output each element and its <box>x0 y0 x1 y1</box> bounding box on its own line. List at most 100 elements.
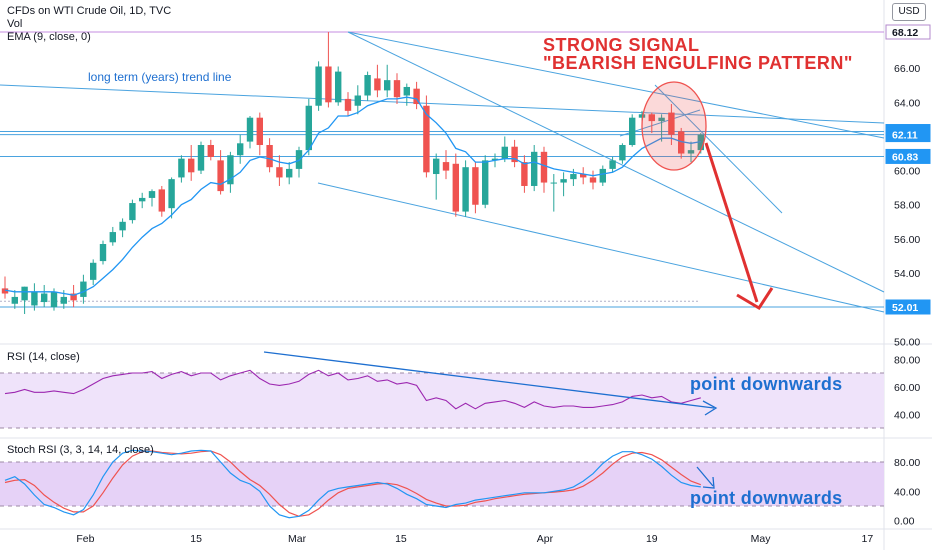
candle-body <box>129 203 136 221</box>
candle-body <box>315 66 322 106</box>
price-level-tag <box>885 299 931 315</box>
candle-body <box>119 221 126 231</box>
candle-body <box>344 98 352 111</box>
candle-body <box>178 158 185 178</box>
price-tick-label: 64.00 <box>894 97 920 109</box>
candle-body <box>413 88 420 105</box>
price-tick-label: 56.00 <box>894 234 920 246</box>
stoch-arrow <box>696 466 714 487</box>
price-tick-label: 66.00 <box>894 63 920 75</box>
candle-body <box>237 143 244 156</box>
rsi-title[interactable]: RSI (14, close) <box>7 351 80 363</box>
symbol-title: CFDs on WTI Crude Oil, 1D, TVC <box>7 5 172 17</box>
trend-line <box>0 84 885 124</box>
candle-body <box>21 286 28 301</box>
candle-body <box>442 162 450 171</box>
candle-body <box>168 179 175 209</box>
candle-body <box>393 80 401 98</box>
candle-body <box>50 291 58 308</box>
candle-body <box>521 162 528 186</box>
candle-body <box>266 145 273 168</box>
trend-line-label: long term (years) trend line <box>88 70 232 84</box>
stoch-layer <box>4 449 702 519</box>
candle-body <box>472 167 479 205</box>
vol-label: Vol <box>7 18 23 30</box>
x-tick-label: May <box>751 533 772 545</box>
candle-body <box>384 80 391 91</box>
trend-lines <box>0 31 885 313</box>
candle-body <box>246 117 254 142</box>
signal-annotation-line1: STRONG SIGNAL <box>543 35 700 55</box>
candle-body <box>99 244 107 262</box>
candle-body <box>256 117 263 146</box>
x-tick-label: 15 <box>190 533 202 545</box>
x-tick-label: 15 <box>395 533 407 545</box>
bearish-arrow-shaft <box>704 142 759 303</box>
candle-body <box>207 145 214 157</box>
candle-body <box>638 114 646 118</box>
candle-body <box>197 145 205 171</box>
ema-line <box>4 96 701 296</box>
price-tick-label: 58.00 <box>894 200 920 212</box>
stoch-note: point downwards <box>690 488 843 508</box>
candle-body <box>678 131 685 154</box>
candle-body <box>570 174 577 180</box>
candle-body <box>158 189 165 212</box>
candle-body <box>648 114 655 122</box>
trend-line <box>347 31 885 293</box>
candle-body <box>423 105 430 173</box>
engulfing-highlight-ellipse <box>641 81 707 171</box>
candle-body <box>550 182 557 184</box>
candle-body <box>286 168 293 178</box>
candle-body <box>452 163 459 212</box>
candle-body <box>433 158 440 175</box>
candle-body <box>148 191 156 198</box>
rsi-tick-label: 80.00 <box>894 354 920 366</box>
price-level-label: 52.01 <box>892 302 918 314</box>
rsi-tick-label: 60.00 <box>894 382 920 394</box>
axis-layer: 50.0052.0054.0056.0058.0060.0062.0064.00… <box>76 24 931 545</box>
candle-body <box>1 288 9 294</box>
candle-body <box>619 145 626 161</box>
ema-label[interactable]: EMA (9, close, 0) <box>7 31 91 43</box>
candle-body <box>90 262 97 280</box>
x-tick-label: 19 <box>646 533 658 545</box>
price-tick-label: 50.00 <box>894 336 920 348</box>
candle-body <box>335 71 342 103</box>
candle-body <box>364 75 371 96</box>
rsi-line <box>4 369 701 410</box>
stoch-band <box>0 462 884 506</box>
price-level-tag <box>885 127 931 143</box>
candle-body <box>540 151 548 183</box>
candle-body <box>354 95 361 106</box>
candle-body <box>31 291 38 306</box>
stoch-title[interactable]: Stoch RSI (3, 3, 14, 14, close) <box>7 444 154 456</box>
stoch-tick-label: 40.00 <box>894 486 920 498</box>
candle-body <box>658 117 665 122</box>
candle-body <box>374 78 381 91</box>
price-tick-label: 54.00 <box>894 268 920 280</box>
candle-body <box>325 66 332 103</box>
candle-body <box>589 177 597 183</box>
candle-body <box>629 117 636 146</box>
candle-body <box>668 112 675 135</box>
currency-button[interactable]: USD <box>892 3 926 21</box>
ema-layer <box>4 96 701 296</box>
candle-body <box>305 105 312 151</box>
price-level-label: 68.12 <box>892 27 918 39</box>
stoch-tick-label: 80.00 <box>894 457 920 469</box>
candle-body <box>403 86 410 96</box>
candles-layer <box>1 32 704 314</box>
candle-body <box>501 146 508 159</box>
rsi-divergence-arrow <box>263 351 715 409</box>
candle-body <box>139 197 146 202</box>
x-tick-label: Feb <box>76 533 94 545</box>
candle-body <box>560 179 567 183</box>
price-level-label: 60.83 <box>892 151 918 163</box>
stoch-tick-label: 0.00 <box>894 516 915 528</box>
price-level-label: 62.11 <box>892 130 918 142</box>
rsi-layer <box>4 369 701 410</box>
candle-body <box>462 167 469 212</box>
